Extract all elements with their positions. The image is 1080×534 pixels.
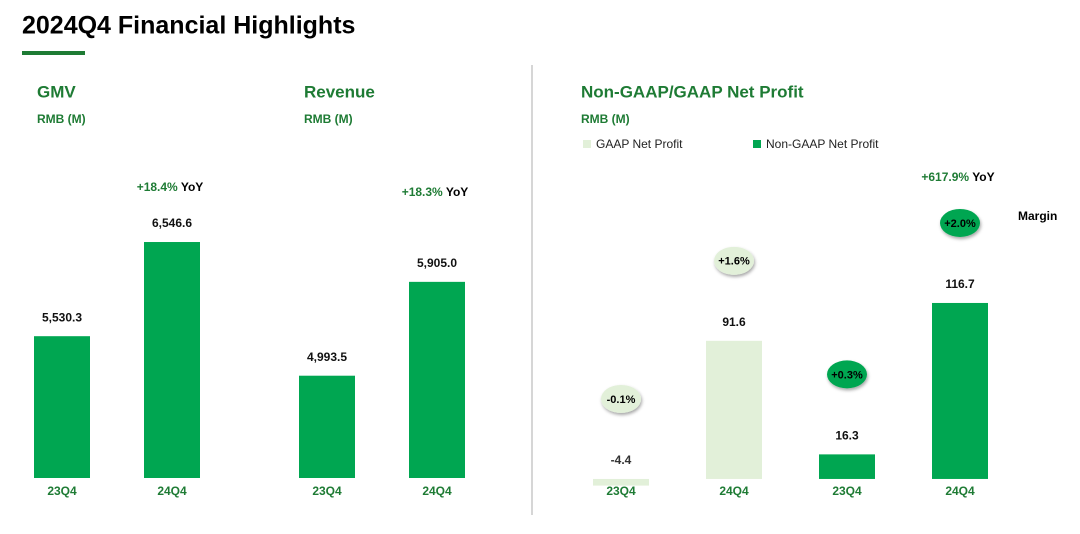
x-tick-label: 24Q4 xyxy=(945,484,975,498)
value-label: -4.4 xyxy=(611,453,632,467)
bar xyxy=(819,454,875,479)
chart-title: Non-GAAP/GAAP Net Profit xyxy=(581,82,804,101)
margin-badge xyxy=(940,208,980,237)
yoy-change: +617.9% xyxy=(921,170,969,184)
yoy-annotation: +18.4% YoY xyxy=(137,180,204,194)
value-label: 6,546.6 xyxy=(152,216,192,230)
x-tick-label: 23Q4 xyxy=(832,484,862,498)
bar xyxy=(593,478,649,486)
yoy-change: +18.3% xyxy=(402,185,443,199)
yoy-label: YoY xyxy=(446,185,468,199)
value-label: 16.3 xyxy=(835,429,859,443)
value-label: 5,530.3 xyxy=(42,310,82,324)
margin-badge xyxy=(601,384,641,413)
yoy-annotation: +617.9% YoY xyxy=(921,170,994,184)
page-title: 2024Q4 Financial Highlights xyxy=(22,12,355,40)
chart-title: Revenue xyxy=(304,82,375,101)
x-tick-label: 23Q4 xyxy=(606,484,636,498)
x-tick-label: 23Q4 xyxy=(312,484,342,498)
margin-badge xyxy=(714,246,754,275)
yoy-label: YoY xyxy=(972,170,994,184)
yoy-label: YoY xyxy=(181,180,203,194)
margin-label: -0.1% xyxy=(607,394,636,406)
bar xyxy=(144,242,200,478)
legend-swatch xyxy=(753,140,761,148)
bar xyxy=(34,336,90,478)
x-tick-label: 24Q4 xyxy=(719,484,749,498)
value-label: 91.6 xyxy=(722,315,746,329)
yoy-change: +18.4% xyxy=(137,180,178,194)
value-label: 5,905.0 xyxy=(417,256,457,270)
x-tick-label: 24Q4 xyxy=(157,484,187,498)
margin-label: +2.0% xyxy=(944,218,976,230)
bar xyxy=(299,375,355,478)
x-tick-label: 23Q4 xyxy=(47,484,77,498)
bar xyxy=(932,302,988,479)
value-label: 116.7 xyxy=(945,277,975,291)
value-label: 4,993.5 xyxy=(307,350,347,364)
legend-label: GAAP Net Profit xyxy=(596,137,683,151)
chart-title: GMV xyxy=(37,82,76,101)
x-tick-label: 24Q4 xyxy=(422,484,452,498)
margin-label: +0.3% xyxy=(831,369,863,381)
title-underline xyxy=(22,51,85,55)
legend-label: Non-GAAP Net Profit xyxy=(766,137,879,151)
bar xyxy=(409,281,465,478)
margin-badge xyxy=(827,360,867,389)
yoy-annotation: +18.3% YoY xyxy=(402,185,469,199)
bar xyxy=(706,340,762,479)
chart-subtitle: RMB (M) xyxy=(304,112,353,126)
chart-subtitle: RMB (M) xyxy=(37,112,86,126)
margin-title: Margin xyxy=(1018,209,1057,223)
chart-subtitle: RMB (M) xyxy=(581,112,630,126)
legend-swatch xyxy=(583,140,591,148)
margin-label: +1.6% xyxy=(718,256,750,268)
